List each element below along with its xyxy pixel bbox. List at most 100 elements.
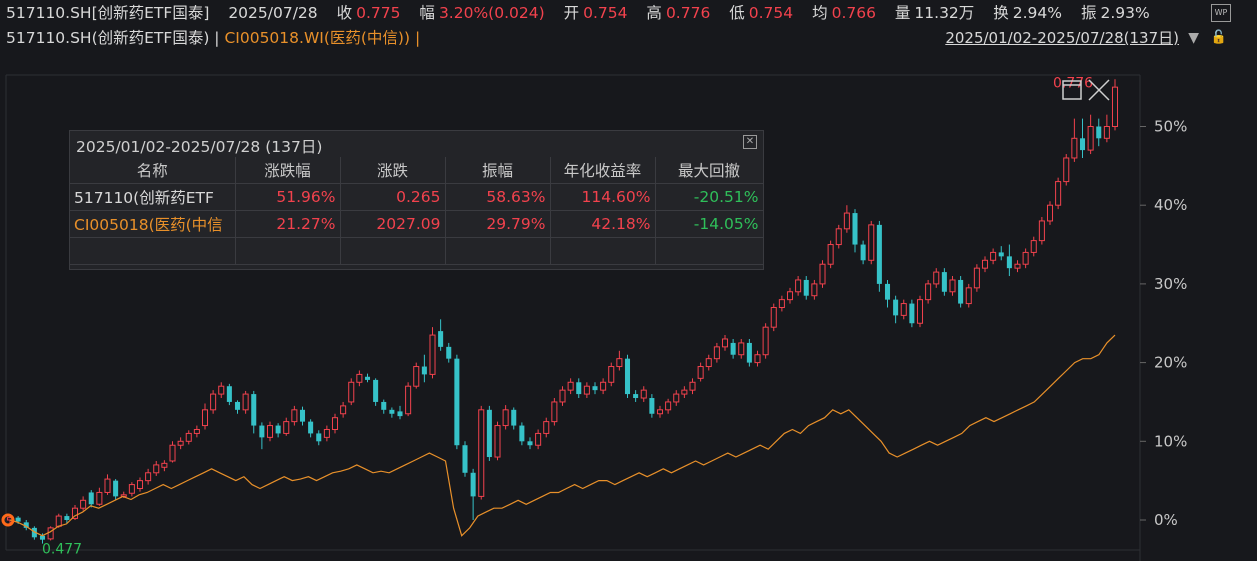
amplitude: 2.93%: [1100, 4, 1150, 22]
candle: [299, 406, 306, 426]
close-icon[interactable]: [1088, 79, 1110, 101]
lock-icon[interactable]: 🔓: [1210, 30, 1227, 45]
window-mode-icon[interactable]: WP: [1211, 4, 1231, 22]
candle: [697, 362, 704, 382]
candle: [104, 474, 111, 495]
candle: [31, 526, 37, 540]
candle: [876, 220, 882, 292]
candle-body: [811, 283, 818, 297]
candle: [949, 276, 956, 296]
candle: [389, 407, 395, 418]
candle-body: [405, 385, 412, 415]
table-row[interactable]: 517110(创新药ETF 51.96% 0.265 58.63% 114.60…: [70, 183, 764, 211]
candle: [438, 319, 444, 351]
candle: [259, 422, 265, 450]
candle: [1046, 201, 1054, 225]
candle-body: [608, 366, 615, 383]
row-change: 2027.09: [340, 210, 446, 238]
candle: [843, 205, 850, 233]
candle: [884, 279, 891, 308]
candle: [185, 430, 192, 445]
candle-body: [1022, 251, 1029, 265]
y-tick-label: 40%: [1154, 196, 1187, 214]
candle-body: [511, 409, 517, 426]
candle-body: [421, 366, 427, 375]
chart-markers: 0.776 0.477: [1, 75, 1110, 558]
date-range-selector[interactable]: 2025/01/02-2025/07/28(137日): [945, 29, 1179, 47]
candle: [786, 287, 794, 304]
candle: [454, 354, 460, 450]
y-tick-label: 0%: [1154, 511, 1178, 529]
table-row[interactable]: CI005018(医药(中信 21.27% 2027.09 29.79% 42.…: [70, 210, 764, 238]
candle-body: [884, 283, 891, 300]
candle: [721, 335, 729, 351]
candle-body: [15, 517, 21, 522]
maximize-icon[interactable]: [1062, 80, 1082, 100]
candle: [145, 468, 152, 485]
candle-body: [39, 535, 46, 540]
interval-stats-panel[interactable]: 2025/01/02-2025/07/28 (137日) ✕ 名称 涨跌幅 涨跌…: [69, 130, 764, 270]
candle-body: [389, 409, 395, 414]
candle-body: [843, 212, 850, 230]
candle-body: [478, 409, 485, 497]
candle-body: [381, 401, 387, 410]
candle-body: [998, 252, 1004, 257]
candle-body: [438, 331, 444, 347]
candle-body: [462, 445, 468, 473]
series-legend: 517110.SH(创新药ETF国泰) | CI005018.WI(医药(中信)…: [6, 27, 420, 49]
open-price: 0.754: [583, 4, 628, 22]
candle-body: [583, 385, 590, 395]
change-pct: 3.20%(0.024): [438, 4, 545, 22]
candle: [649, 394, 655, 418]
candle-body: [721, 338, 729, 348]
candle: [705, 354, 712, 371]
candle: [316, 430, 322, 446]
candle: [234, 400, 241, 414]
candle-body: [1046, 204, 1054, 222]
candle: [218, 382, 225, 399]
y-tick-label: 20%: [1154, 354, 1187, 372]
candle: [71, 505, 79, 520]
row-change-pct: 21.27%: [235, 210, 341, 238]
legend-series-index[interactable]: CI005018.WI(医药(中信)) |: [224, 29, 421, 47]
candle-body: [1014, 263, 1021, 269]
candle-body: [242, 393, 249, 411]
candle-body: [1063, 157, 1070, 183]
candle-body: [128, 484, 135, 494]
candle: [161, 460, 168, 472]
candle-body: [71, 507, 79, 519]
candle-body: [299, 409, 306, 422]
candle: [266, 421, 274, 442]
y-tick-label: 30%: [1154, 275, 1187, 293]
candle: [251, 390, 257, 434]
candle-body: [909, 303, 915, 324]
candle-body: [860, 244, 866, 261]
high-price: 0.776: [665, 4, 711, 22]
table-row-empty: [70, 237, 764, 265]
candle: [1103, 114, 1110, 143]
chevron-down-icon[interactable]: ▼: [1188, 30, 1199, 46]
legend-series-etf[interactable]: 517110.SH(创新药ETF国泰) |: [6, 29, 220, 47]
candle-body: [64, 516, 70, 520]
candle: [592, 382, 598, 395]
candle: [153, 460, 160, 476]
candle: [778, 295, 785, 312]
candle-body: [502, 409, 509, 427]
candle-body: [234, 401, 241, 410]
candle: [803, 276, 809, 300]
candle-body: [201, 409, 209, 427]
candle-body: [965, 287, 972, 305]
quote-date: 2025/07/28: [228, 4, 318, 22]
candle-body: [308, 421, 314, 434]
close-icon[interactable]: ✕: [743, 135, 757, 149]
candle-body: [251, 394, 257, 426]
candle: [527, 437, 533, 450]
candle-body: [169, 444, 176, 462]
candle-body: [397, 411, 403, 417]
candle: [23, 520, 29, 531]
candle: [633, 390, 639, 402]
row-change-pct: 51.96%: [235, 183, 341, 211]
candle: [201, 403, 209, 430]
candle-body: [193, 428, 200, 434]
